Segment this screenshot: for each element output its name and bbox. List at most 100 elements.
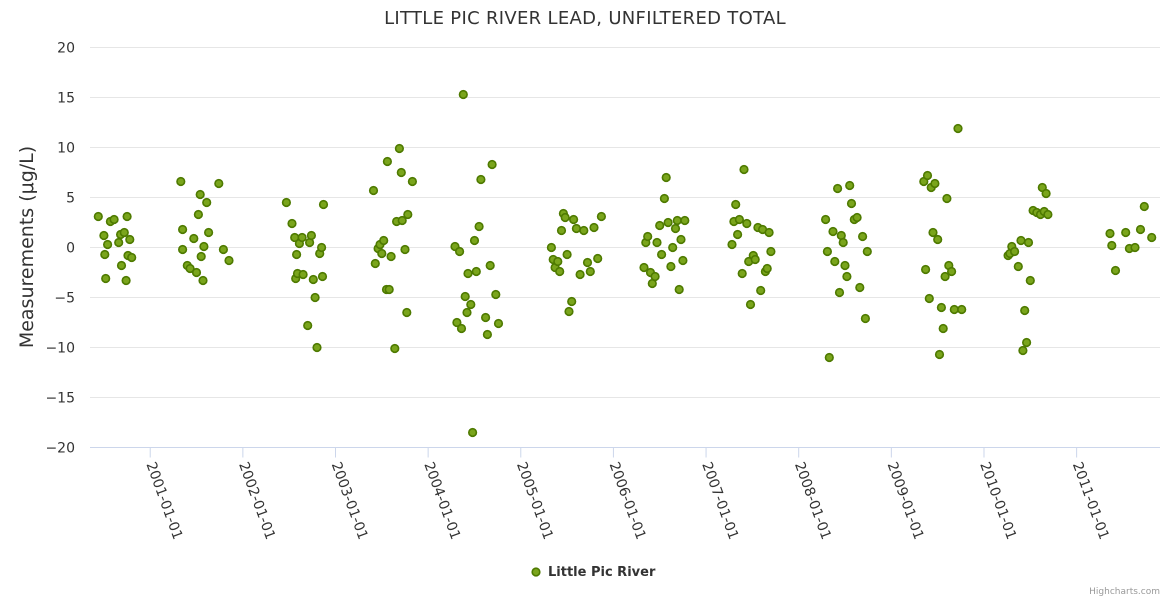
data-point[interactable] xyxy=(1025,275,1035,286)
data-point[interactable] xyxy=(308,274,318,285)
data-point[interactable] xyxy=(487,159,497,170)
data-point[interactable] xyxy=(830,256,840,267)
data-point[interactable] xyxy=(838,237,848,248)
data-point[interactable] xyxy=(224,255,234,266)
data-point[interactable] xyxy=(674,284,684,295)
data-point[interactable] xyxy=(1013,261,1023,272)
data-point[interactable] xyxy=(661,172,671,183)
data-point[interactable] xyxy=(214,178,224,189)
data-point[interactable] xyxy=(656,249,667,260)
data-point[interactable] xyxy=(456,323,467,334)
data-point[interactable] xyxy=(727,239,737,250)
data-point[interactable] xyxy=(1110,265,1121,276)
data-point[interactable] xyxy=(643,231,653,242)
data-point[interactable] xyxy=(468,427,478,438)
data-point[interactable] xyxy=(400,244,410,255)
data-point[interactable] xyxy=(957,304,967,315)
data-point[interactable] xyxy=(491,289,501,300)
data-point[interactable] xyxy=(942,193,952,204)
data-point[interactable] xyxy=(317,271,328,282)
data-point[interactable] xyxy=(655,220,665,231)
data-point[interactable] xyxy=(1043,209,1053,220)
data-point[interactable] xyxy=(737,268,747,279)
data-point[interactable] xyxy=(1023,237,1034,248)
data-point[interactable] xyxy=(593,253,603,264)
data-point[interactable] xyxy=(1135,224,1146,235)
data-point[interactable] xyxy=(822,246,833,257)
data-point[interactable] xyxy=(562,249,572,260)
data-point[interactable] xyxy=(678,255,688,266)
data-point[interactable] xyxy=(382,156,393,167)
data-point[interactable] xyxy=(953,123,963,134)
data-point[interactable] xyxy=(463,268,473,279)
data-point[interactable] xyxy=(462,307,472,318)
data-point[interactable] xyxy=(731,199,741,210)
data-point[interactable] xyxy=(297,232,307,243)
data-point[interactable] xyxy=(396,167,406,178)
data-point[interactable] xyxy=(127,252,137,263)
data-point[interactable] xyxy=(560,212,570,223)
data-point[interactable] xyxy=(589,222,599,233)
data-point[interactable] xyxy=(121,275,131,286)
data-point[interactable] xyxy=(176,176,186,187)
data-point[interactable] xyxy=(670,223,681,234)
data-point[interactable] xyxy=(318,199,329,210)
data-point[interactable] xyxy=(857,231,868,242)
data-point[interactable] xyxy=(189,233,199,244)
data-point[interactable] xyxy=(936,302,947,313)
data-point[interactable] xyxy=(178,244,188,255)
data-point[interactable] xyxy=(476,174,486,185)
data-point[interactable] xyxy=(739,164,749,175)
data-point[interactable] xyxy=(394,143,405,154)
data-point[interactable] xyxy=(842,271,852,282)
data-point[interactable] xyxy=(949,304,959,315)
data-point[interactable] xyxy=(585,266,595,277)
data-point[interactable] xyxy=(306,230,317,241)
data-point[interactable] xyxy=(202,197,212,208)
data-point[interactable] xyxy=(493,318,504,329)
data-point[interactable] xyxy=(485,260,495,271)
data-point[interactable] xyxy=(1016,235,1026,246)
data-point[interactable] xyxy=(185,263,195,274)
data-point[interactable] xyxy=(734,214,745,225)
legend-item-little-pic-river[interactable]: Little Pic River xyxy=(548,565,656,580)
data-point[interactable] xyxy=(390,343,400,354)
data-point[interactable] xyxy=(924,293,934,304)
data-point[interactable] xyxy=(650,271,660,282)
data-point[interactable] xyxy=(1147,232,1157,243)
data-point[interactable] xyxy=(474,221,484,232)
data-point[interactable] xyxy=(469,235,480,246)
data-point[interactable] xyxy=(568,214,579,225)
data-point[interactable] xyxy=(317,242,327,253)
data-point[interactable] xyxy=(1130,242,1140,253)
data-point[interactable] xyxy=(191,267,202,278)
data-point[interactable] xyxy=(312,342,322,353)
data-point[interactable] xyxy=(407,176,418,187)
data-point[interactable] xyxy=(114,237,124,248)
data-point[interactable] xyxy=(676,234,686,245)
data-point[interactable] xyxy=(820,214,831,225)
data-point[interactable] xyxy=(292,249,302,260)
data-point[interactable] xyxy=(922,170,933,181)
data-point[interactable] xyxy=(940,271,950,282)
credits-link[interactable]: Highcharts.com xyxy=(1089,587,1160,597)
data-point[interactable] xyxy=(668,242,678,253)
data-point[interactable] xyxy=(310,292,320,303)
data-point[interactable] xyxy=(930,178,940,189)
data-point[interactable] xyxy=(458,89,468,100)
data-point[interactable] xyxy=(481,312,491,323)
data-point[interactable] xyxy=(122,211,132,222)
data-point[interactable] xyxy=(379,235,389,246)
data-point[interactable] xyxy=(862,246,872,257)
data-point[interactable] xyxy=(764,227,774,238)
data-point[interactable] xyxy=(386,251,396,262)
data-point[interactable] xyxy=(852,212,862,223)
data-point[interactable] xyxy=(455,246,465,257)
data-point[interactable] xyxy=(1139,201,1149,212)
data-point[interactable] xyxy=(1107,240,1117,251)
data-point[interactable] xyxy=(663,217,673,228)
data-point[interactable] xyxy=(1105,228,1115,239)
data-point[interactable] xyxy=(466,299,476,310)
data-point[interactable] xyxy=(666,261,676,272)
data-point[interactable] xyxy=(101,273,111,284)
